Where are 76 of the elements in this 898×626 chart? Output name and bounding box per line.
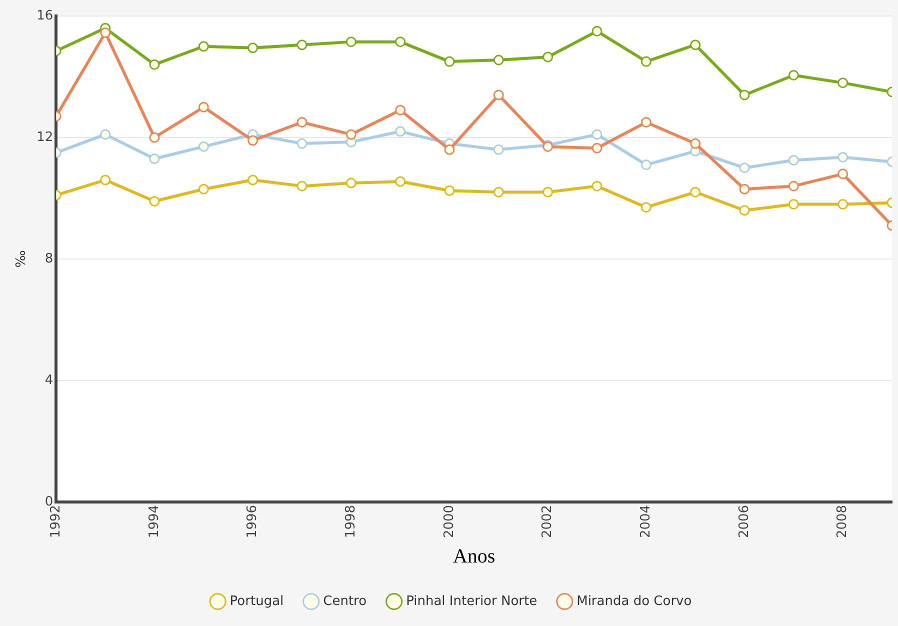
point	[296, 117, 308, 128]
point	[592, 180, 602, 192]
point	[493, 144, 504, 155]
x-tick-label: 1996	[245, 504, 260, 538]
point	[640, 202, 652, 213]
x-tick-label: 1994	[146, 504, 162, 538]
point	[838, 152, 848, 162]
point	[690, 186, 701, 198]
y-tick-label: 4	[44, 372, 54, 388]
point	[542, 186, 554, 198]
y-tick-label: 8	[44, 251, 54, 266]
point	[739, 90, 750, 100]
point	[493, 90, 504, 100]
point	[739, 184, 750, 194]
point	[296, 40, 308, 50]
point	[493, 54, 504, 66]
point	[395, 126, 406, 137]
point	[542, 52, 554, 62]
point	[198, 184, 209, 194]
point	[346, 178, 356, 188]
point	[395, 36, 406, 48]
point	[149, 59, 160, 70]
x-tick-label: 2000	[442, 504, 457, 538]
point	[444, 144, 455, 155]
point	[788, 70, 799, 80]
point	[100, 174, 111, 186]
point	[690, 138, 701, 149]
point	[395, 176, 406, 187]
legend-label: Miranda do Corvo	[576, 594, 692, 609]
point	[198, 141, 209, 152]
point	[592, 142, 602, 154]
point	[640, 117, 652, 128]
point	[149, 132, 160, 143]
point	[149, 196, 160, 207]
point	[395, 104, 406, 116]
point	[493, 186, 504, 198]
x-tick-label: 2002	[540, 504, 556, 538]
point	[248, 135, 258, 146]
point	[640, 160, 652, 170]
point	[296, 138, 308, 149]
x-tick-label: 2006	[736, 504, 752, 538]
x-tick-label: 2008	[835, 504, 850, 538]
point	[690, 40, 701, 50]
y-axis-title: ‰	[14, 250, 30, 268]
x-tick-label: 2004	[638, 504, 654, 538]
x-axis-title: Anos	[452, 545, 496, 568]
point	[198, 102, 209, 112]
y-tick-label: 12	[36, 130, 54, 145]
point	[739, 162, 750, 174]
point	[788, 180, 799, 192]
point	[592, 26, 602, 36]
point	[198, 41, 209, 52]
point	[100, 129, 111, 140]
point	[444, 56, 455, 67]
point	[838, 199, 848, 210]
point	[592, 129, 602, 140]
legend-label: Centro	[323, 594, 367, 609]
point	[346, 36, 356, 48]
point	[788, 155, 799, 166]
point	[248, 42, 258, 54]
point	[444, 185, 455, 196]
point	[788, 199, 799, 210]
point	[838, 168, 848, 180]
point	[100, 27, 111, 38]
point	[149, 153, 160, 164]
point	[838, 78, 848, 88]
point	[346, 129, 356, 140]
legend-label: Portugal	[230, 594, 284, 609]
legend-label: Pinhal Interior Norte	[406, 594, 538, 609]
point	[640, 56, 652, 67]
x-tick-label: 1998	[344, 504, 359, 538]
point	[248, 174, 258, 186]
point	[739, 205, 750, 216]
x-tick-label: 1992	[48, 504, 64, 538]
y-tick-label: 16	[36, 8, 54, 24]
point	[296, 180, 308, 192]
